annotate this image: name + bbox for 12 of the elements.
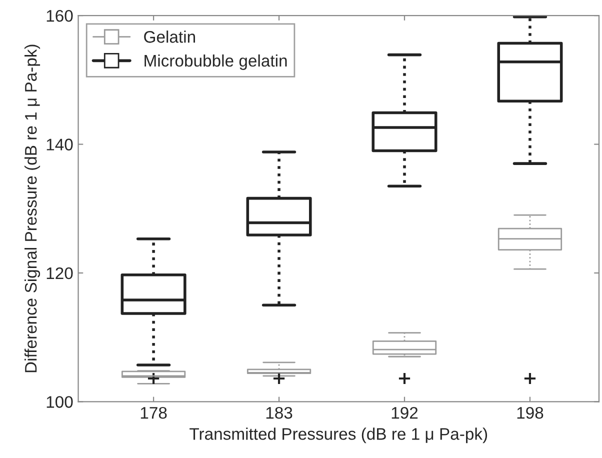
legend-label: Gelatin — [144, 30, 195, 43]
legend-label: Microbubble gelatin — [144, 54, 287, 70]
y-tick-label: 160 — [46, 10, 73, 22]
x-axis-title: Transmitted Pressures (dB re 1 μ Pa-pk) — [190, 428, 488, 444]
x-tick-label: 192 — [392, 406, 418, 419]
y-tick-label: 140 — [46, 138, 73, 150]
y-axis-title: Difference Signal Pressure (dB re 1 μ Pa-pk) — [24, 44, 40, 372]
x-tick-label: 198 — [517, 406, 544, 419]
y-tick-label: 120 — [46, 267, 73, 280]
x-tick-label: 178 — [140, 406, 167, 419]
y-tick-label: 100 — [46, 396, 73, 408]
x-tick-label: 183 — [266, 406, 292, 419]
